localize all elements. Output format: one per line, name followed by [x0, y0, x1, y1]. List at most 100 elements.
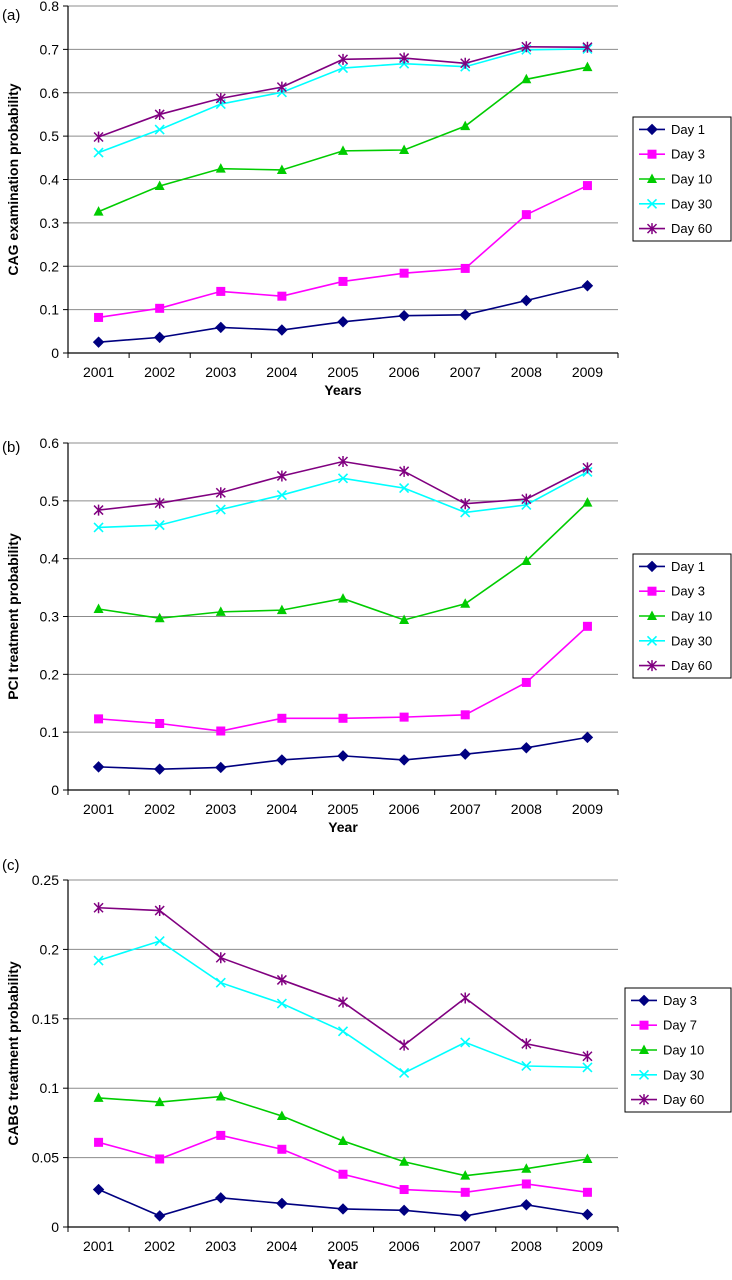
data-point	[337, 62, 349, 74]
data-point	[521, 555, 532, 565]
x-tick-label: 2003	[205, 364, 236, 380]
x-tick-label: 2007	[450, 1238, 481, 1254]
x-tick-label: 2003	[205, 801, 236, 817]
data-point	[277, 1144, 287, 1154]
legend-item: Day 1	[639, 559, 705, 574]
data-point	[215, 1091, 226, 1101]
x-tick-label: 2001	[83, 801, 114, 817]
legend-label: Day 10	[663, 1043, 704, 1058]
data-point	[337, 1203, 349, 1215]
data-point	[215, 321, 227, 334]
x-tick-label: 2002	[144, 801, 175, 817]
legend-marker	[646, 223, 658, 235]
data-point	[94, 1137, 104, 1147]
data-point	[398, 754, 410, 766]
data-point	[338, 713, 348, 723]
data-point	[93, 147, 104, 158]
x-tick-label: 2009	[572, 364, 603, 380]
legend-label: Day 3	[671, 584, 705, 599]
data-point	[93, 206, 104, 216]
legend-marker	[638, 994, 650, 1007]
data-point	[94, 312, 104, 322]
data-point	[93, 902, 104, 914]
data-point	[154, 1096, 165, 1107]
series-day-10	[93, 61, 593, 216]
series-day-7	[94, 1130, 592, 1197]
data-point	[460, 507, 471, 518]
data-point	[154, 108, 165, 120]
y-tick-label: 0.1	[40, 302, 60, 318]
data-point	[277, 291, 287, 301]
data-point	[399, 614, 410, 624]
legend-item: Day 3	[631, 993, 697, 1008]
y-tick-label: 0.6	[40, 435, 60, 451]
y-tick-label: 0.4	[40, 172, 60, 188]
data-point	[338, 276, 348, 286]
legend-item: Day 7	[631, 1018, 697, 1033]
y-tick-label: 0.2	[40, 941, 60, 957]
legend: Day 3 Day 7 Day 10 Day 30 Day 60	[624, 987, 732, 1113]
legend: Day 1 Day 3 Day 10 Day 30 Day 60	[632, 553, 732, 679]
data-point	[153, 763, 166, 775]
data-point	[520, 1199, 533, 1211]
legend-label: Day 60	[663, 1092, 704, 1107]
data-point	[215, 606, 226, 616]
series-day-1	[92, 280, 594, 348]
data-point	[337, 996, 349, 1008]
legend-item: Day 60	[639, 221, 712, 236]
legend-label: Day 60	[671, 221, 712, 236]
series-day-3	[92, 1183, 594, 1222]
chart-panel-1: 0 0.1 0.2 0.3 0.4 0.5 0.6 2001 2002 2003 2004 2005 2…	[2, 435, 732, 835]
data-point	[215, 977, 226, 988]
data-point	[521, 73, 532, 84]
legend-label: Day 30	[663, 1067, 704, 1082]
data-point	[276, 1197, 288, 1210]
y-tick-label: 0.4	[40, 551, 60, 567]
legend-marker	[647, 610, 657, 620]
data-point	[93, 504, 104, 516]
data-point	[276, 164, 287, 174]
legend-label: Day 7	[663, 1018, 697, 1033]
x-tick-label: 2004	[266, 801, 297, 817]
data-point	[276, 754, 288, 766]
data-point	[459, 309, 471, 321]
y-axis-title: CABG treatment probability	[5, 961, 21, 1146]
data-point	[521, 1179, 531, 1189]
legend-item: Day 10	[639, 172, 712, 187]
data-point	[520, 294, 533, 307]
data-point	[460, 992, 471, 1004]
legend-label: Day 1	[671, 122, 705, 137]
data-point	[215, 1192, 227, 1204]
x-tick-label: 2009	[572, 801, 603, 817]
data-point	[338, 1169, 348, 1179]
series-line	[98, 460, 588, 511]
data-point	[277, 713, 287, 723]
data-point	[154, 497, 165, 509]
legend-item: Day 10	[631, 1043, 704, 1058]
data-point	[399, 465, 410, 477]
data-point	[582, 1050, 593, 1062]
legend-marker	[646, 660, 658, 672]
y-tick-label: 0.5	[40, 493, 60, 509]
series-day-3	[94, 621, 592, 736]
y-tick-label: 0.05	[32, 1150, 59, 1166]
x-tick-label: 2006	[389, 801, 420, 817]
data-point	[460, 1170, 471, 1180]
legend-item: Day 1	[639, 122, 705, 137]
data-point	[582, 621, 592, 631]
data-point	[92, 761, 105, 773]
data-point	[215, 487, 226, 499]
data-point	[92, 1183, 105, 1196]
y-tick-label: 0.6	[40, 85, 60, 101]
x-tick-label: 2008	[511, 1238, 542, 1254]
data-point	[154, 936, 165, 947]
legend-marker	[647, 173, 657, 183]
legend-marker	[639, 1020, 649, 1030]
legend-item: Day 3	[639, 147, 705, 162]
legend-marker	[646, 198, 658, 209]
x-tick-label: 2007	[450, 801, 481, 817]
legend-marker	[646, 635, 658, 646]
data-point	[521, 1038, 532, 1050]
data-point	[521, 41, 532, 53]
legend-label: Day 3	[663, 993, 697, 1008]
